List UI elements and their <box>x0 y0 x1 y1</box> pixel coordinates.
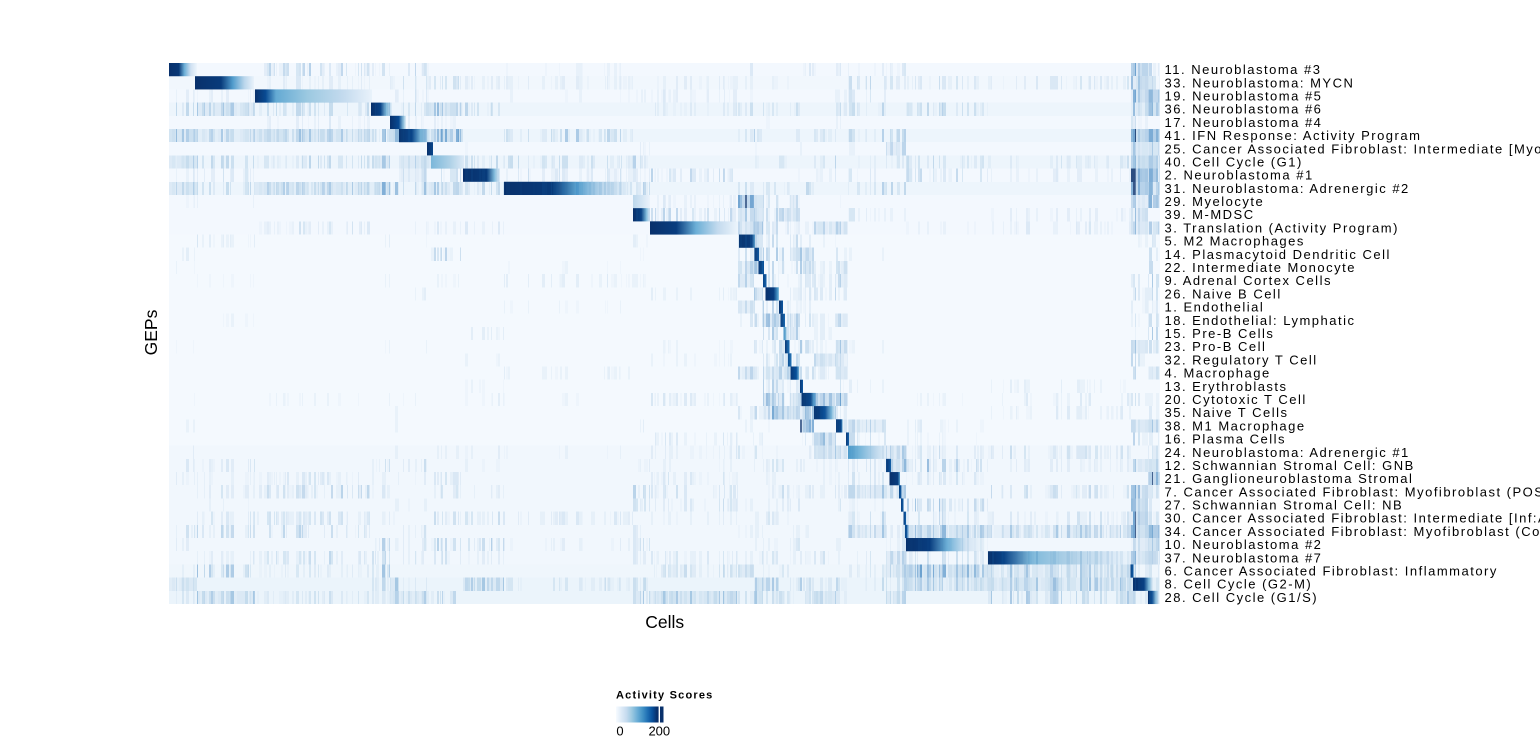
svg-text:40. Cell Cycle (G1): 40. Cell Cycle (G1) <box>1165 155 1303 170</box>
svg-text:31. Neuroblastoma: Adrenergic: 31. Neuroblastoma: Adrenergic #2 <box>1165 181 1410 196</box>
svg-text:15. Pre-B Cells: 15. Pre-B Cells <box>1165 326 1275 341</box>
svg-text:22. Intermediate Monocyte: 22. Intermediate Monocyte <box>1165 260 1356 275</box>
svg-text:17. Neuroblastoma #4: 17. Neuroblastoma #4 <box>1165 115 1323 130</box>
svg-text:28. Cell Cycle (G1/S): 28. Cell Cycle (G1/S) <box>1165 590 1319 605</box>
svg-text:3. Translation (Activity Progr: 3. Translation (Activity Program) <box>1165 220 1399 235</box>
svg-text:20. Cytotoxic T Cell: 20. Cytotoxic T Cell <box>1165 392 1307 407</box>
svg-text:6. Cancer Associated Fibroblas: 6. Cancer Associated Fibroblast: Inflamm… <box>1165 564 1498 579</box>
svg-text:24. Neuroblastoma: Adrenergic: 24. Neuroblastoma: Adrenergic #1 <box>1165 445 1410 460</box>
svg-text:Activity Scores: Activity Scores <box>616 690 713 702</box>
svg-text:23. Pro-B Cell: 23. Pro-B Cell <box>1165 339 1267 354</box>
svg-text:32. Regulatory T Cell: 32. Regulatory T Cell <box>1165 352 1318 367</box>
svg-text:26. Naive B Cell: 26. Naive B Cell <box>1165 286 1282 301</box>
svg-text:4. Macrophage: 4. Macrophage <box>1165 366 1271 381</box>
svg-text:30. Cancer Associated Fibrobla: 30. Cancer Associated Fibroblast: Interm… <box>1165 511 1540 526</box>
svg-text:12. Schwannian Stromal Cell: G: 12. Schwannian Stromal Cell: GNB <box>1165 458 1415 473</box>
svg-text:21. Ganglioneuroblastoma Strom: 21. Ganglioneuroblastoma Stromal <box>1165 471 1414 486</box>
svg-text:Cells: Cells <box>645 612 684 632</box>
svg-text:39. M-MDSC: 39. M-MDSC <box>1165 207 1255 222</box>
svg-text:200: 200 <box>648 724 670 739</box>
svg-text:7. Cancer Associated Fibroblas: 7. Cancer Associated Fibroblast: Myofibr… <box>1165 484 1540 499</box>
svg-text:18. Endothelial: Lymphatic: 18. Endothelial: Lymphatic <box>1165 313 1356 328</box>
svg-text:1. Endothelial: 1. Endothelial <box>1165 300 1265 315</box>
svg-text:19. Neuroblastoma #5: 19. Neuroblastoma #5 <box>1165 89 1323 104</box>
svg-text:0: 0 <box>616 724 623 739</box>
svg-text:36. Neuroblastoma #6: 36. Neuroblastoma #6 <box>1165 102 1323 117</box>
svg-text:41. IFN Response: Activity Pro: 41. IFN Response: Activity Program <box>1165 128 1422 143</box>
svg-text:8. Cell Cycle (G2-M): 8. Cell Cycle (G2-M) <box>1165 577 1313 592</box>
svg-text:13. Erythroblasts: 13. Erythroblasts <box>1165 379 1288 394</box>
svg-text:38. M1 Macrophage: 38. M1 Macrophage <box>1165 418 1306 433</box>
svg-text:GEPs: GEPs <box>141 309 161 355</box>
svg-text:9. Adrenal Cortex Cells: 9. Adrenal Cortex Cells <box>1165 273 1332 288</box>
svg-text:16. Plasma Cells: 16. Plasma Cells <box>1165 432 1287 447</box>
svg-text:35. Naive T Cells: 35. Naive T Cells <box>1165 405 1289 420</box>
svg-text:2. Neuroblastoma #1: 2. Neuroblastoma #1 <box>1165 168 1314 183</box>
svg-text:5. M2 Macrophages: 5. M2 Macrophages <box>1165 234 1305 249</box>
svg-text:10. Neuroblastoma #2: 10. Neuroblastoma #2 <box>1165 537 1323 552</box>
svg-text:25. Cancer Associated Fibrobla: 25. Cancer Associated Fibroblast: Interm… <box>1165 141 1540 156</box>
svg-text:14. Plasmacytoid Dendritic Cel: 14. Plasmacytoid Dendritic Cell <box>1165 247 1391 262</box>
svg-text:11. Neuroblastoma #3: 11. Neuroblastoma #3 <box>1165 62 1322 77</box>
svg-text:27. Schwannian Stromal Cell: N: 27. Schwannian Stromal Cell: NB <box>1165 498 1404 513</box>
svg-text:37. Neuroblastoma #7: 37. Neuroblastoma #7 <box>1165 550 1323 565</box>
svg-text:34. Cancer Associated Fibrobla: 34. Cancer Associated Fibroblast: Myofib… <box>1165 524 1540 539</box>
svg-text:29. Myelocyte: 29. Myelocyte <box>1165 194 1265 209</box>
svg-text:33. Neuroblastoma: MYCN: 33. Neuroblastoma: MYCN <box>1165 75 1355 90</box>
